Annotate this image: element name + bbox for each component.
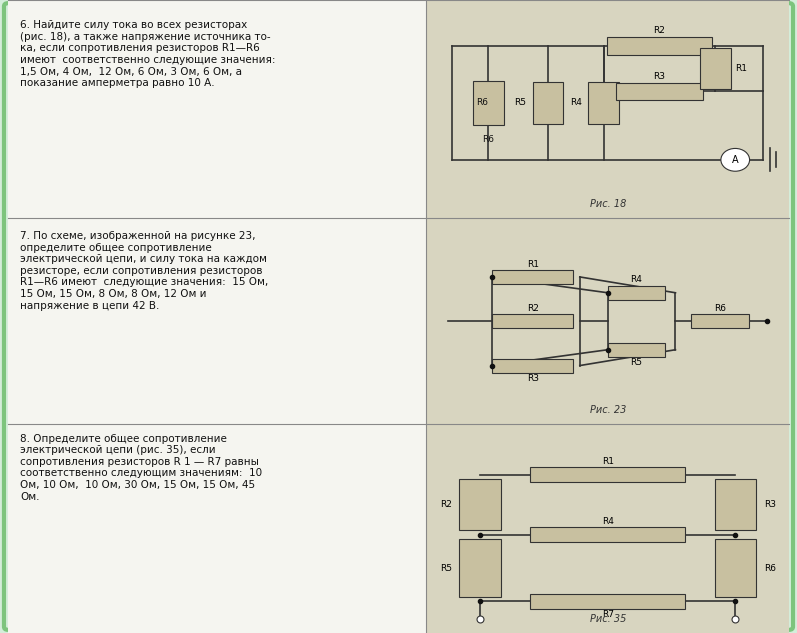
Text: 8. Определите общее сопротивление
электрической цепи (рис. 35), если
сопротивлен: 8. Определите общее сопротивление электр…: [20, 434, 262, 501]
Text: R1: R1: [527, 260, 539, 268]
Bar: [426, 424, 789, 633]
Text: R3: R3: [764, 500, 775, 510]
Text: R4: R4: [630, 275, 642, 284]
Bar: [530, 527, 685, 542]
Text: R6: R6: [714, 304, 726, 313]
Bar: [615, 82, 703, 101]
Text: R5: R5: [630, 358, 642, 367]
Text: R4: R4: [602, 517, 614, 526]
Bar: [492, 270, 573, 284]
Bar: [426, 0, 789, 218]
Text: 7. По схеме, изображенной на рисунке 23,
определите общее сопротивление
электрич: 7. По схеме, изображенной на рисунке 23,…: [20, 231, 268, 311]
Text: Рис. 35: Рис. 35: [590, 613, 626, 624]
Bar: [607, 343, 665, 357]
Bar: [691, 314, 748, 328]
Text: A: A: [732, 155, 739, 165]
Circle shape: [720, 148, 749, 171]
Text: R1: R1: [602, 456, 614, 466]
Bar: [459, 479, 501, 530]
Bar: [459, 539, 501, 597]
Text: R6: R6: [482, 135, 494, 144]
Bar: [492, 358, 573, 372]
Bar: [8, 0, 426, 218]
Text: R1: R1: [735, 64, 747, 73]
Text: R2: R2: [440, 500, 452, 510]
Bar: [700, 48, 731, 89]
Bar: [532, 82, 563, 124]
Text: R2: R2: [654, 26, 665, 35]
Text: R5: R5: [514, 98, 526, 108]
Bar: [714, 539, 756, 597]
Text: R7: R7: [602, 610, 614, 620]
Text: Рис. 18: Рис. 18: [590, 199, 626, 209]
Bar: [607, 285, 665, 299]
Bar: [588, 82, 619, 124]
Text: R3: R3: [654, 72, 665, 81]
Bar: [714, 479, 756, 530]
Bar: [8, 424, 426, 633]
Bar: [530, 467, 685, 482]
FancyBboxPatch shape: [4, 3, 793, 630]
Text: R2: R2: [527, 304, 539, 313]
Bar: [8, 218, 426, 424]
Bar: [530, 594, 685, 609]
Bar: [607, 37, 713, 55]
Text: R4: R4: [570, 98, 582, 108]
Bar: [473, 80, 504, 125]
Text: R5: R5: [440, 563, 452, 573]
Text: Рис. 23: Рис. 23: [590, 404, 626, 415]
Bar: [492, 314, 573, 328]
Text: 6. Найдите силу тока во всех резисторах
(рис. 18), а также напряжение источника : 6. Найдите силу тока во всех резисторах …: [20, 20, 276, 88]
Text: R6: R6: [476, 98, 488, 108]
Text: R3: R3: [527, 374, 539, 383]
Text: R6: R6: [764, 563, 775, 573]
Bar: [426, 218, 789, 424]
